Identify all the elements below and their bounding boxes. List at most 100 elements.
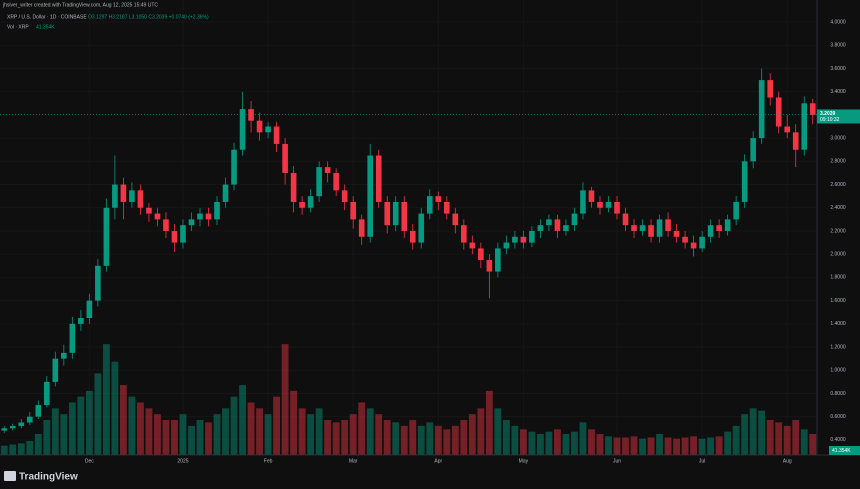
volume-bar [230, 396, 238, 455]
x-tick-label: Jul [699, 458, 705, 464]
candle-body [197, 213, 203, 220]
candle-body [461, 225, 467, 243]
volume-bar [588, 429, 595, 455]
candle-body [154, 213, 161, 220]
candle-body [282, 143, 288, 173]
y-tick-label: 4.0000 [830, 19, 846, 25]
volume-bar [213, 414, 221, 455]
last-price-tag [817, 109, 860, 124]
candle-body [563, 225, 569, 231]
volume-bar [792, 420, 800, 455]
volume-bar [741, 414, 749, 455]
volume-bar [9, 444, 17, 455]
candle-body [452, 213, 459, 226]
volume-bar [43, 420, 51, 455]
candle-body [35, 405, 42, 417]
volume-bar [119, 385, 127, 455]
volume-bar [426, 422, 434, 455]
volume-bar [162, 420, 170, 455]
candle-body [375, 155, 382, 202]
candle-body [392, 201, 399, 226]
candle-body [78, 318, 84, 324]
volume-bar [375, 414, 383, 455]
volume-bar [0, 445, 8, 455]
volume-bar [707, 437, 715, 455]
candle-body [792, 132, 799, 150]
volume-bar [264, 414, 272, 455]
y-tick-label: 1.0000 [830, 368, 846, 374]
candle-body [324, 167, 331, 173]
candle-body [554, 219, 561, 231]
volume-bar [732, 425, 740, 455]
brand-logo [4, 471, 16, 481]
volume-bar [341, 420, 349, 455]
candle-body [716, 225, 722, 231]
candle-body [409, 230, 416, 243]
volume-bar [60, 414, 68, 455]
candle-body [9, 425, 16, 429]
candles [1, 68, 816, 433]
candle-body [537, 225, 544, 231]
y-tick-label: 2.0000 [830, 252, 846, 258]
countdown: 09:10:32 [820, 117, 840, 123]
candle-body [273, 126, 280, 144]
volume-bar [494, 408, 502, 455]
candle-body [231, 149, 237, 185]
y-tick-label: 1.8000 [830, 275, 846, 281]
candle-body [137, 190, 144, 208]
candle-body [495, 248, 501, 272]
candle-body [503, 242, 510, 249]
volume-bar [94, 373, 102, 455]
y-tick-label: 1.4000 [830, 321, 846, 327]
volume-pane [0, 344, 817, 455]
volume-bar [605, 436, 612, 455]
candle-body [673, 230, 680, 237]
x-tick-label: Feb [264, 458, 273, 464]
volume-bar [77, 396, 85, 455]
volume-bar [332, 422, 340, 455]
volume-bar [579, 422, 587, 455]
candle-body [401, 201, 408, 231]
attribution: jhsiver_writer created with TradingView.… [2, 2, 158, 8]
candle-body [333, 172, 339, 191]
candle-body [733, 201, 739, 220]
volume-bar [434, 425, 442, 455]
volume-bar [281, 344, 289, 455]
candle-body [546, 219, 552, 226]
volume-bar [26, 441, 34, 455]
candle-body [656, 219, 663, 237]
brand: TradingView [19, 472, 78, 483]
volume-bar [400, 425, 408, 455]
candle-body [112, 184, 118, 208]
candle-body [307, 196, 314, 208]
candle-body [478, 248, 484, 260]
candle-body [171, 230, 178, 243]
candle-body [120, 184, 127, 202]
x-tick-label: Aug [783, 458, 792, 464]
candle-body [588, 190, 595, 202]
volume-bar [366, 408, 374, 455]
volume-bar [460, 420, 468, 455]
candle-body [631, 225, 637, 231]
volume-bar [554, 429, 561, 455]
y-tick-label: 2.8000 [830, 159, 846, 165]
volume-bar [68, 402, 76, 455]
candle-body [350, 201, 356, 220]
volume-bar [511, 425, 519, 455]
volume-bar [443, 429, 451, 455]
candle-body [622, 213, 629, 226]
volume-bar [519, 429, 527, 455]
volume-bar [137, 402, 144, 455]
x-tick-label: Apr [434, 458, 442, 464]
volume-bar [715, 436, 723, 455]
volume-bar [290, 390, 298, 455]
candle-body [188, 219, 195, 226]
candle-body [222, 184, 229, 202]
candle-body [520, 236, 527, 243]
x-tick-label: Jun [613, 458, 621, 464]
volume-bar [537, 434, 544, 455]
candle-body [103, 207, 110, 266]
symbol: XRP / U.S. Dollar · 1D · COINBASE [7, 14, 87, 20]
volume-bar [34, 434, 42, 455]
